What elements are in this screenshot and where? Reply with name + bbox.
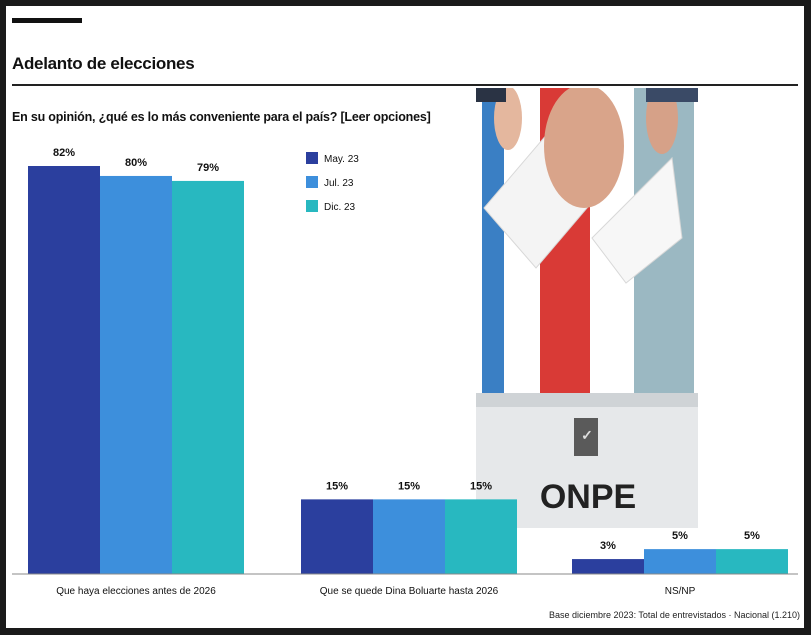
source-note: Base diciembre 2023: Total de entrevista… [549,610,800,620]
chart-frame: Adelanto de elecciones En su opinión, ¿q… [6,6,804,628]
legend-swatch [306,152,318,164]
bar-1-2 [445,499,517,574]
legend-swatch [306,200,318,212]
bar-value-label: 79% [197,162,219,174]
bar-0-2 [172,180,244,575]
bar-value-label: 15% [470,480,492,492]
bar-2-1 [644,549,716,574]
bar-0-0 [28,166,100,574]
bar-1-0 [301,499,373,574]
bar-2-0 [572,559,644,574]
bar-value-label: 80% [125,157,147,169]
onpe-logo-text: ONPE [540,478,636,516]
svg-text:✓: ✓ [581,427,593,443]
bar-value-label: 3% [600,540,616,552]
title-accent-bar [12,18,82,23]
legend-swatch [306,176,318,188]
category-label: Que haya elecciones antes de 2026 [56,586,216,597]
bar-chart: 82% 80% 79% 15% 15% 15% 3% 5% 5% May. 23 Jul. 23 D… [12,147,798,597]
legend-label: Dic. 23 [324,202,356,213]
bar-value-label: 5% [744,530,760,542]
bar-value-label: 15% [326,480,348,492]
bar-value-label: 82% [53,147,75,159]
bar-2-2 [716,549,788,574]
legend-label: Jul. 23 [324,178,354,189]
bar-value-label: 15% [398,480,420,492]
title-divider [12,84,798,86]
ballot-photo: ✓ ONPE [476,88,698,528]
bar-value-label: 5% [672,530,688,542]
chart-title: Adelanto de elecciones [12,54,195,73]
survey-question: En su opinión, ¿qué es lo más convenient… [12,110,431,124]
legend-label: May. 23 [324,154,359,165]
category-label: Que se quede Dina Boluarte hasta 2026 [320,586,499,597]
category-label: NS/NP [665,586,696,597]
bar-1-1 [373,499,445,574]
bar-0-1 [100,175,172,574]
